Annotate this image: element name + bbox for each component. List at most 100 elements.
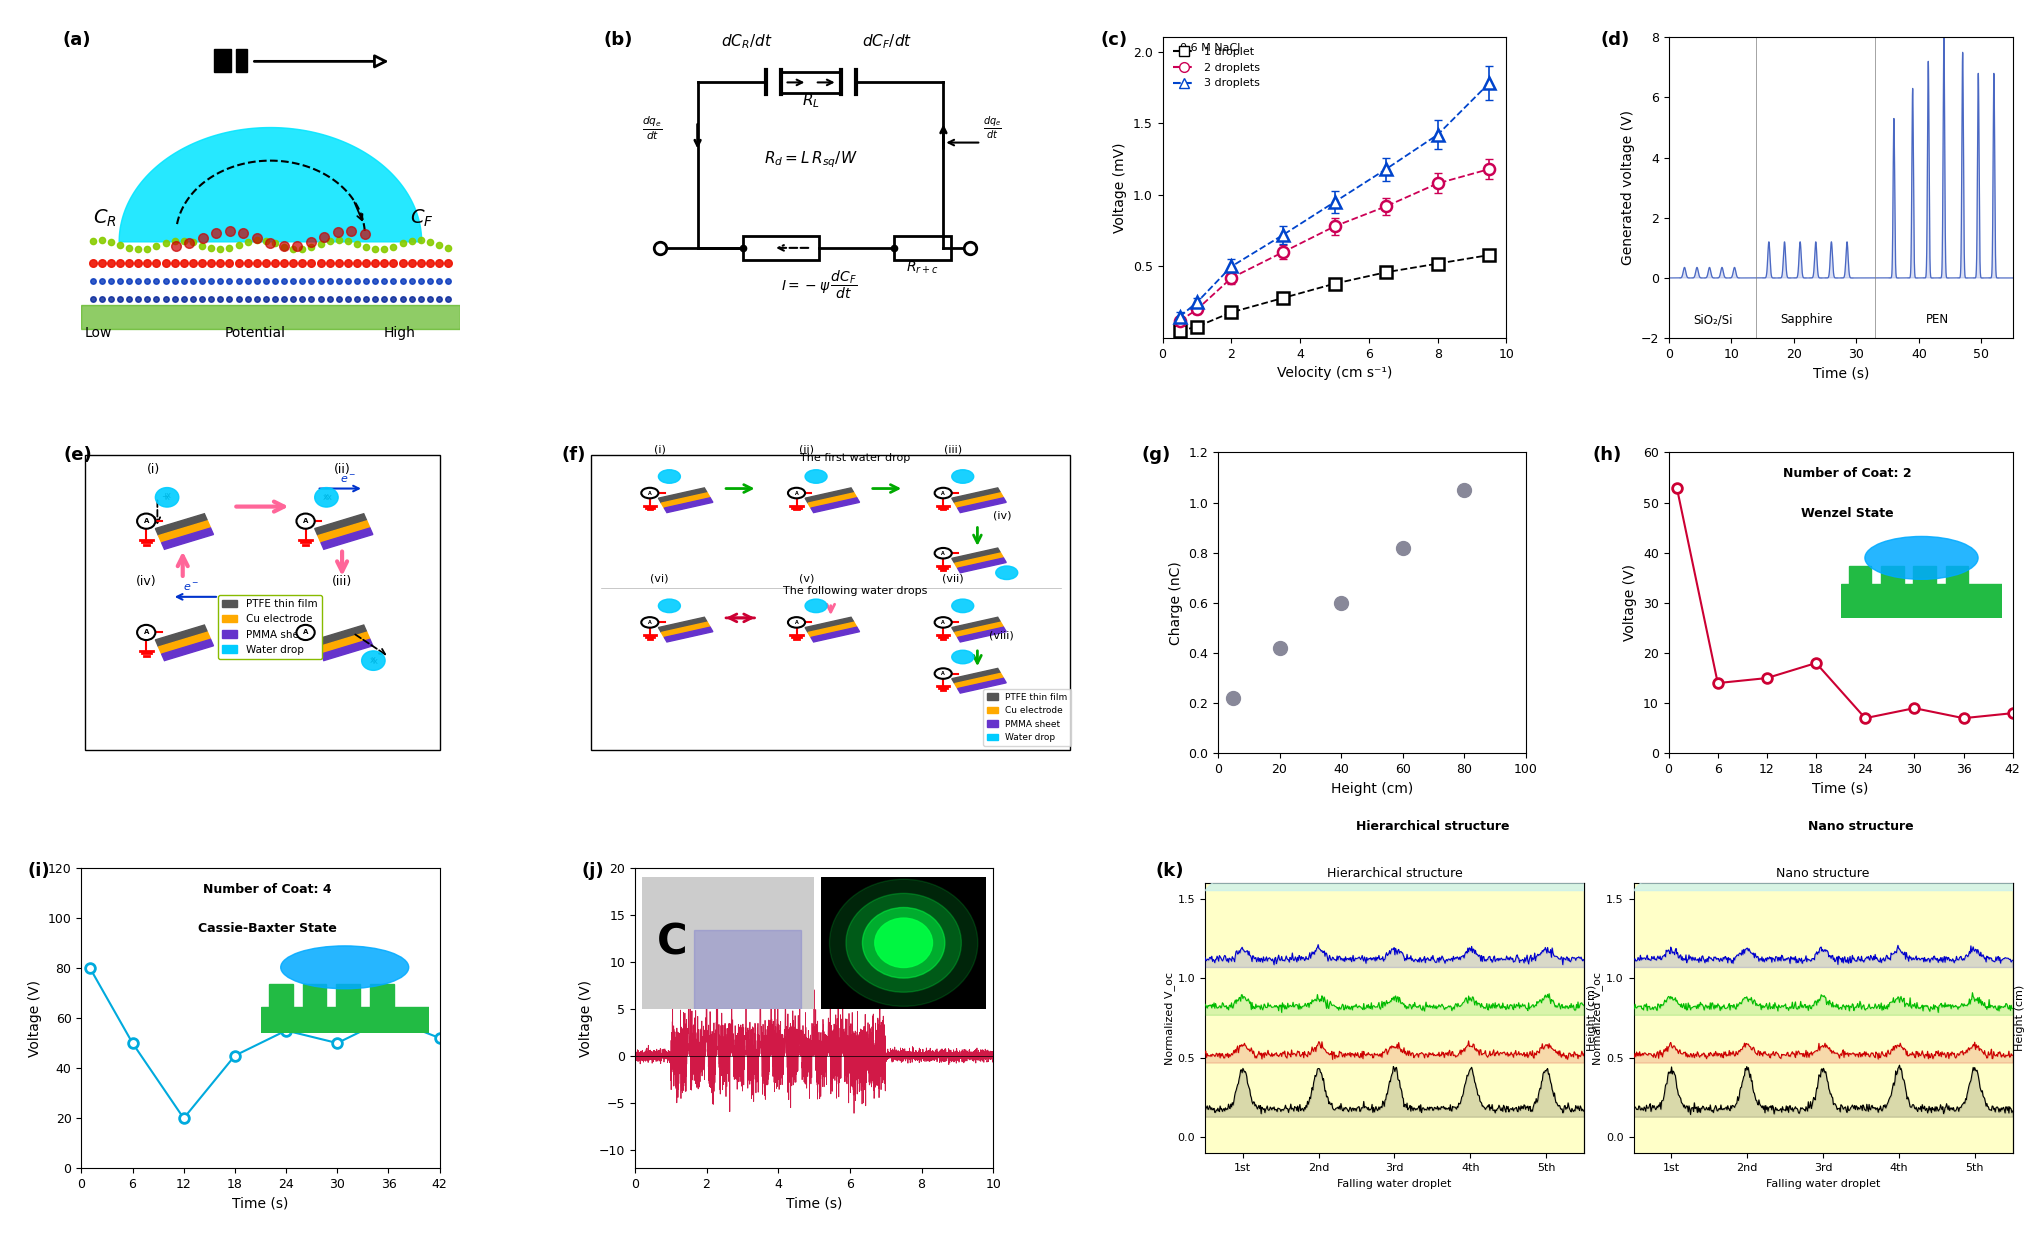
Text: (vi): (vi): [650, 574, 669, 584]
Circle shape: [935, 669, 951, 679]
Text: (k): (k): [1154, 861, 1183, 880]
X-axis label: Time (s): Time (s): [232, 1197, 289, 1211]
Text: (iii): (iii): [331, 574, 352, 588]
Legend: PTFE thin film, Cu electrode, PMMA sheet, Water drop: PTFE thin film, Cu electrode, PMMA sheet…: [983, 689, 1071, 746]
Bar: [780, 72, 841, 93]
Text: (ii): (ii): [333, 464, 350, 476]
Text: $dC_R/dt$: $dC_R/dt$: [721, 32, 772, 51]
Polygon shape: [811, 628, 860, 641]
Text: The first water drop: The first water drop: [801, 454, 910, 464]
Text: $e^-$: $e^-$: [339, 474, 356, 485]
Polygon shape: [955, 492, 1004, 507]
Text: (iii): (iii): [943, 445, 961, 455]
Text: x: x: [323, 491, 329, 501]
Text: x: x: [370, 655, 376, 664]
Text: (c): (c): [1099, 31, 1128, 50]
Polygon shape: [805, 618, 853, 633]
Text: (b): (b): [604, 31, 632, 50]
Ellipse shape: [996, 566, 1018, 579]
Ellipse shape: [362, 651, 384, 670]
Legend: PTFE thin film, Cu electrode, PMMA sheet, Water drop: PTFE thin film, Cu electrode, PMMA sheet…: [217, 595, 321, 659]
Polygon shape: [955, 553, 1004, 568]
Polygon shape: [660, 492, 709, 507]
Bar: [81, 305, 459, 329]
Text: (j): (j): [581, 861, 604, 880]
Text: 0.6 M NaCl: 0.6 M NaCl: [1179, 44, 1240, 53]
Polygon shape: [154, 625, 207, 646]
Text: A: A: [303, 518, 309, 525]
Text: x: x: [167, 491, 171, 500]
Y-axis label: Generated voltage (V): Generated voltage (V): [1620, 111, 1634, 265]
Polygon shape: [955, 623, 1004, 636]
Text: $e^-$: $e^-$: [183, 582, 199, 593]
Point: [1447, 480, 1479, 500]
Point: [1325, 593, 1357, 613]
Text: A: A: [941, 671, 945, 676]
Bar: [742, 236, 819, 260]
Polygon shape: [955, 674, 1004, 689]
Circle shape: [640, 487, 658, 498]
Text: x: x: [325, 493, 331, 502]
Circle shape: [935, 617, 951, 628]
Polygon shape: [315, 625, 366, 646]
Text: PEN: PEN: [1924, 313, 1949, 326]
Polygon shape: [811, 497, 860, 512]
Polygon shape: [951, 488, 1000, 502]
Text: $C_F$: $C_F$: [410, 208, 433, 229]
Text: Wenzel State: Wenzel State: [1800, 507, 1894, 520]
Text: (d): (d): [1599, 31, 1628, 50]
Ellipse shape: [805, 599, 827, 613]
Polygon shape: [161, 528, 213, 549]
Point: [1262, 638, 1294, 658]
Polygon shape: [807, 492, 855, 507]
Y-axis label: Charge (nC): Charge (nC): [1168, 561, 1183, 645]
Text: A: A: [795, 620, 799, 625]
Text: $R_d = L\,R_{sq}/W$: $R_d = L\,R_{sq}/W$: [764, 149, 858, 170]
Text: (f): (f): [561, 446, 585, 465]
Polygon shape: [957, 558, 1006, 573]
Text: x: x: [165, 493, 169, 502]
Polygon shape: [664, 628, 713, 641]
Text: (iv): (iv): [992, 511, 1010, 521]
Text: (g): (g): [1140, 446, 1170, 465]
Polygon shape: [120, 128, 421, 242]
Polygon shape: [161, 639, 213, 660]
X-axis label: Velocity (cm s⁻¹): Velocity (cm s⁻¹): [1276, 367, 1392, 380]
Ellipse shape: [658, 470, 681, 484]
Ellipse shape: [951, 470, 973, 484]
Ellipse shape: [154, 487, 179, 507]
Circle shape: [297, 625, 315, 640]
Text: (ii): (ii): [799, 445, 813, 455]
Polygon shape: [658, 618, 707, 633]
Legend: 1 droplet, 2 droplets, 3 droplets: 1 droplet, 2 droplets, 3 droplets: [1168, 42, 1264, 93]
Text: A: A: [941, 491, 945, 496]
Text: A: A: [648, 491, 652, 496]
Y-axis label: Voltage (V): Voltage (V): [1622, 564, 1636, 641]
Text: (vii): (vii): [941, 574, 963, 584]
Text: SiO₂/Si: SiO₂/Si: [1693, 313, 1731, 326]
Ellipse shape: [658, 599, 681, 613]
Polygon shape: [807, 623, 855, 636]
Bar: [236, 50, 246, 72]
Text: (i): (i): [146, 464, 161, 476]
Polygon shape: [957, 679, 1006, 694]
Text: (i): (i): [654, 445, 664, 455]
Text: Sapphire: Sapphire: [1780, 313, 1831, 326]
Text: $C_R$: $C_R$: [93, 208, 116, 229]
Polygon shape: [315, 513, 366, 534]
Text: The following water drops: The following water drops: [782, 585, 927, 595]
Polygon shape: [317, 633, 370, 654]
Text: x: x: [323, 492, 327, 502]
Polygon shape: [664, 497, 713, 512]
Polygon shape: [805, 488, 853, 502]
Text: Potential: Potential: [226, 326, 287, 339]
Polygon shape: [658, 488, 707, 502]
Polygon shape: [957, 497, 1006, 512]
Text: (v): (v): [799, 574, 813, 584]
Text: $\frac{dq_e}{dt}$: $\frac{dq_e}{dt}$: [983, 114, 1002, 142]
Polygon shape: [951, 618, 1000, 633]
Polygon shape: [951, 548, 1000, 563]
Text: A: A: [144, 518, 148, 525]
Text: $R_L$: $R_L$: [803, 91, 819, 109]
Text: High: High: [384, 326, 415, 339]
